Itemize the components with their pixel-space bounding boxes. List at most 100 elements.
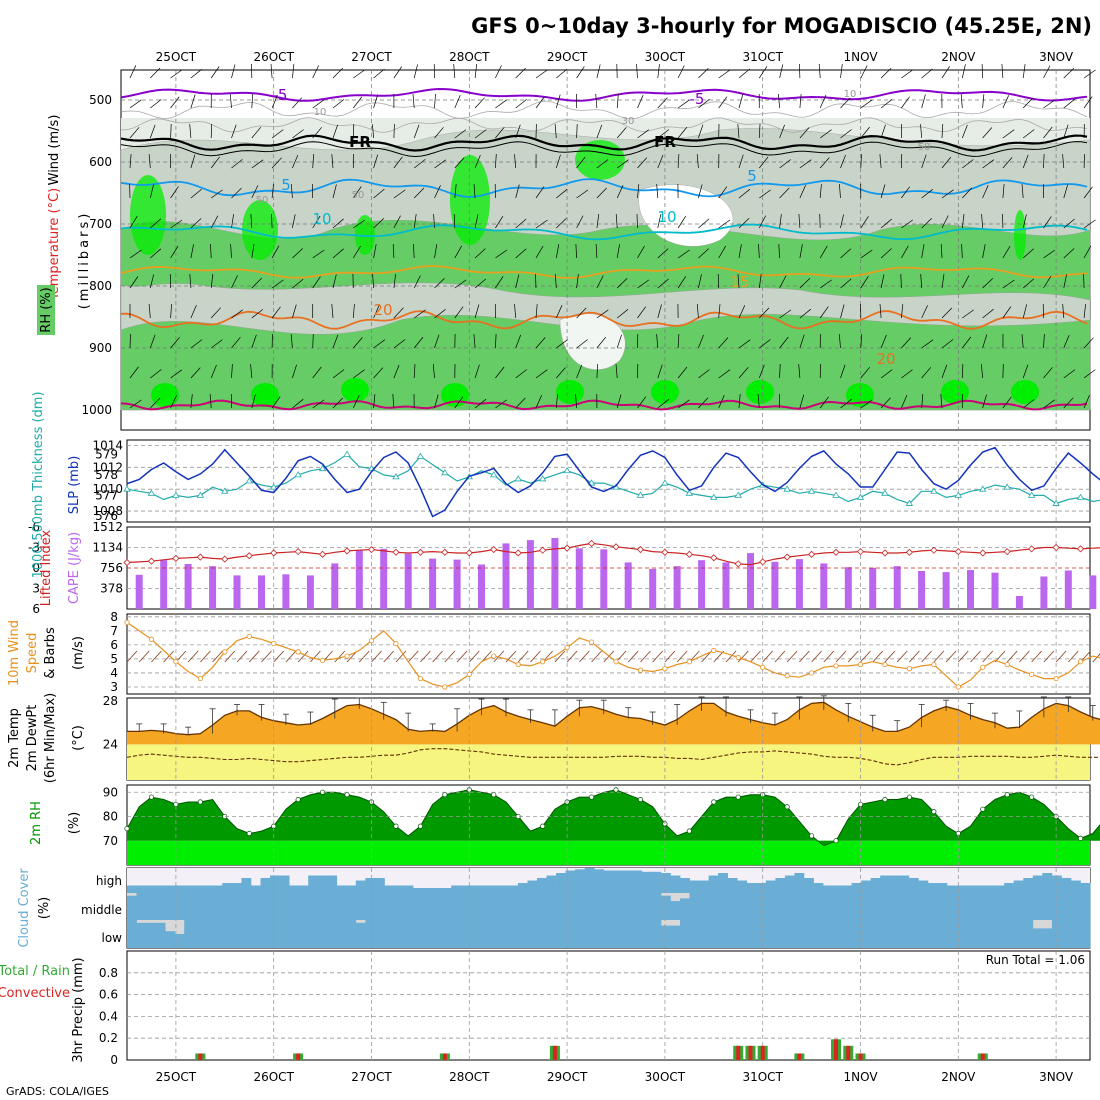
upper-wind-barb — [250, 213, 253, 229]
upper-wind-barb — [413, 309, 426, 319]
upper-wind-barb — [190, 394, 193, 409]
upper-wind-barb — [941, 156, 952, 169]
contour-minus5 — [120, 87, 1088, 102]
upper-wind-barb — [840, 248, 852, 259]
cloud-middle-bar — [1032, 893, 1043, 920]
upper-wind-barb — [392, 393, 395, 409]
contour-freezing-inner — [120, 141, 1088, 158]
rh2m-point — [1004, 792, 1010, 798]
upper-wind-barb — [717, 273, 720, 289]
upper-wind-barb — [373, 394, 376, 409]
upper-wind-barb — [738, 68, 750, 79]
upper-wind-barb — [1083, 245, 1092, 259]
lifted-index-point — [465, 549, 473, 557]
wind10m-point — [1029, 671, 1035, 677]
thickness-point — [734, 491, 742, 498]
rh2m-point — [540, 823, 546, 829]
wind10m-barb — [811, 650, 822, 663]
upper-wind-barb — [738, 244, 742, 259]
upper-wind-barb — [292, 64, 295, 79]
upper-wind-barb — [556, 218, 567, 229]
contour-label: -5 — [690, 90, 705, 108]
upper-wind-barb — [1022, 154, 1029, 169]
upper-wind-barb — [555, 154, 561, 169]
cloud-low-bar — [804, 920, 814, 948]
thickness-point — [196, 491, 205, 498]
cloud-low-bar — [1051, 920, 1062, 948]
upper-wind-barb — [1083, 369, 1096, 379]
upper-wind-barb — [656, 183, 659, 199]
upper-wind-barb — [961, 64, 966, 79]
thickness-point — [1027, 491, 1036, 498]
upper-wind-barb — [962, 159, 974, 169]
cape-bar — [306, 575, 314, 609]
upper-wind-barb — [393, 123, 395, 139]
wind10m-barb — [407, 650, 419, 663]
contour-label: 30 — [622, 116, 635, 127]
upper-wind-barb — [596, 363, 598, 379]
upper-wind-barb — [656, 334, 659, 349]
upper-wind-barb — [840, 399, 852, 409]
upper-wind-barb — [799, 94, 802, 109]
rh2m-point — [588, 794, 595, 800]
temperature-axis-label: Temperature (°C) — [47, 188, 62, 301]
upper-wind-barb — [495, 99, 507, 109]
upper-wind-barb — [757, 393, 760, 409]
cloud-middle-bar — [203, 893, 214, 920]
wind10m-point — [319, 657, 326, 663]
precip-total-label: Total / Rain — [0, 964, 70, 979]
wind10m-point — [980, 664, 986, 670]
cloud-high-bar — [832, 885, 843, 893]
upper-wind-barb — [1022, 248, 1034, 259]
cloud-high-bar — [251, 885, 261, 893]
cloud-level-label: high — [96, 874, 122, 888]
wind10m-point — [1053, 675, 1059, 682]
lifted-index-point — [172, 554, 180, 562]
wind10m-barb — [1043, 650, 1055, 663]
cape-tick: 1512 — [92, 520, 123, 534]
bottom-date-label: 27OCT — [351, 1070, 392, 1084]
rh2m-point — [833, 838, 839, 844]
cloud-low-bar — [136, 922, 147, 948]
upper-wind-barb — [718, 369, 731, 379]
upper-wind-barb — [312, 127, 322, 139]
chart-title: GFS 0~10day 3-hourly for MOGADISCIO (45.… — [471, 14, 1092, 38]
upper-wind-barb — [1002, 279, 1015, 289]
precip-tick: 0.2 — [99, 1031, 118, 1045]
upper-wind-barbs — [129, 63, 1096, 409]
upper-wind-barb — [840, 64, 843, 79]
upper-wind-barb — [474, 129, 487, 139]
cloud-high-bar — [765, 880, 776, 893]
upper-wind-barb — [698, 218, 710, 229]
wind10m-barb — [224, 650, 236, 663]
cloud-high-bar — [746, 883, 757, 893]
upper-wind-barb — [616, 185, 624, 199]
rh2m-point — [124, 826, 130, 832]
wind10m-barb — [212, 650, 223, 663]
cloud-high-bar — [384, 885, 395, 893]
upper-wind-barb — [961, 214, 965, 229]
upper-wind-barb — [799, 127, 810, 139]
upper-wind-barb — [880, 99, 893, 109]
upper-wind-barb — [778, 243, 780, 259]
cloud-high-bar — [737, 880, 748, 893]
wind10m-barb — [1019, 650, 1030, 663]
cloud-axis-label: Cloud Cover — [17, 868, 32, 948]
upper-wind-barb — [231, 275, 238, 289]
cloud-low-bar — [708, 920, 719, 948]
cloud-middle-bar — [651, 893, 662, 920]
top-date-label: 25OCT — [156, 50, 197, 64]
upper-wind-barb — [840, 364, 846, 379]
cloud-middle-bar — [842, 893, 852, 920]
upper-wind-barb — [129, 99, 142, 109]
cloud-high-bar — [918, 880, 929, 893]
upper-wind-barb — [962, 309, 974, 319]
upper-wind-barb — [515, 274, 520, 289]
upper-wind-barb — [210, 189, 223, 199]
cloud-high-bar — [279, 875, 290, 893]
upper-wind-barb — [150, 218, 162, 229]
upper-wind-barb — [170, 369, 183, 379]
cloud-low-bar — [927, 920, 938, 948]
upper-wind-barb — [799, 185, 806, 199]
cloud-low-bar — [775, 920, 786, 948]
